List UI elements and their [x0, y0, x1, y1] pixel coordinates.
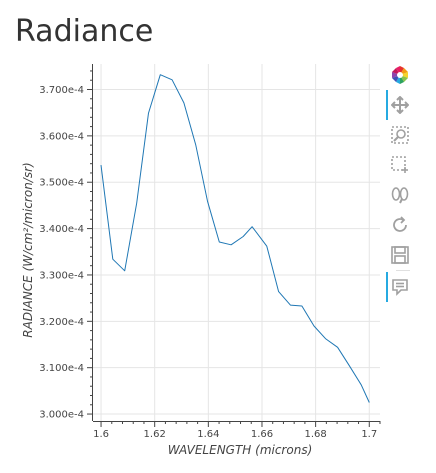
- y-tick-label: 3.100e-4: [39, 363, 84, 374]
- y-tick-label: 3.400e-4: [39, 224, 84, 235]
- x-tick-label: 1.62: [144, 429, 166, 440]
- x-tick-label: 1.6: [93, 429, 109, 440]
- y-tick-label: 3.600e-4: [39, 131, 84, 142]
- save-icon[interactable]: [384, 242, 416, 268]
- y-tick-label: 3.000e-4: [39, 410, 84, 421]
- toolbar-separator: [396, 270, 410, 271]
- x-axis-label: WAVELENGTH (microns): [168, 443, 313, 457]
- y-axis-label: RADIANCE (W/cm²/micron/sr): [21, 162, 35, 337]
- active-indicator: [386, 272, 388, 302]
- active-indicator: [386, 90, 388, 120]
- box-select-icon[interactable]: [384, 152, 416, 178]
- reset-icon[interactable]: [384, 212, 416, 238]
- x-tick-label: 1.7: [361, 429, 377, 440]
- x-tick-label: 1.64: [197, 429, 219, 440]
- y-tick-label: 3.200e-4: [39, 317, 84, 328]
- y-tick-label: 3.300e-4: [39, 270, 84, 281]
- y-axis-ticks: 3.000e-4 3.100e-4 3.200e-4 3.300e-4 3.400e-4…: [39, 70, 93, 421]
- wheel-zoom-icon[interactable]: [384, 182, 416, 208]
- x-tick-label: 1.68: [304, 429, 326, 440]
- grid: [93, 64, 380, 421]
- axes: [92, 64, 380, 422]
- x-axis-ticks: 1.6 1.62 1.64 1.66 1.68 1.7: [93, 421, 381, 440]
- hover-icon[interactable]: [384, 274, 416, 300]
- toolbar: [384, 62, 416, 322]
- bokeh-logo-icon[interactable]: [384, 62, 416, 88]
- box-zoom-icon[interactable]: [384, 122, 416, 148]
- series-line: [100, 74, 370, 403]
- x-tick-label: 1.66: [251, 429, 273, 440]
- pan-icon[interactable]: [384, 92, 416, 118]
- page-title: Radiance: [15, 14, 154, 49]
- y-tick-label: 3.700e-4: [39, 85, 84, 96]
- series: [100, 74, 370, 403]
- y-tick-label: 3.500e-4: [39, 178, 84, 189]
